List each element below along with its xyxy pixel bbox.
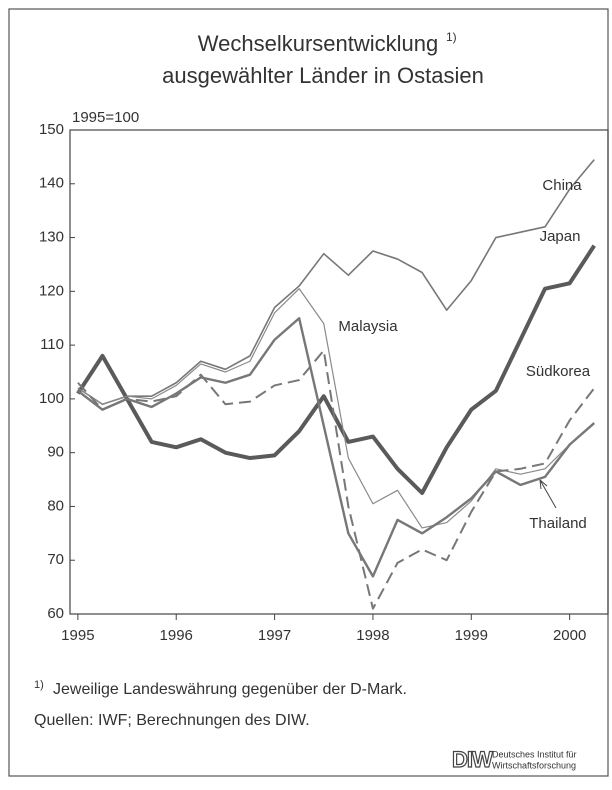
plot-frame [69, 129, 609, 615]
y-tick-label: 120 [39, 282, 64, 299]
series-label: China [542, 177, 582, 194]
y-tick-label: 130 [39, 229, 64, 246]
x-tick-label: 1996 [160, 627, 193, 644]
logo-text: Wirtschaftsforschung [492, 760, 576, 770]
x-tick-label: 1997 [258, 627, 291, 644]
series-label: Malaysia [338, 318, 398, 335]
x-tick-label: 2000 [553, 627, 586, 644]
label-pointer-head [539, 479, 548, 490]
source: Quellen: IWF; Berechnungen des DIW. [34, 712, 310, 729]
line-series [77, 317, 596, 578]
footnote-marker: 1) [34, 679, 44, 691]
y-tick-label: 140 [39, 175, 64, 192]
logo-mark: DIW [452, 747, 493, 772]
line-series [77, 159, 595, 406]
chart-title: ausgewählter Länder in Ostasien [162, 63, 484, 88]
x-tick-label: 1999 [455, 627, 488, 644]
line-series [77, 288, 595, 529]
line-series [76, 244, 596, 495]
y-tick-label: 80 [47, 497, 64, 514]
series-label: Japan [540, 228, 581, 245]
y-tick-label: 110 [40, 336, 64, 353]
y-tick-label: 90 [47, 444, 64, 461]
footnote: Jeweilige Landeswährung gegenüber der D-… [53, 681, 407, 698]
series-label: Südkorea [526, 363, 591, 380]
logo-text: Deutsches Institut für [492, 749, 577, 759]
label-pointer [539, 479, 557, 509]
y-tick-label: 70 [47, 551, 64, 568]
y-axis-label: 1995=100 [72, 109, 139, 126]
y-tick-label: 150 [39, 121, 64, 138]
x-tick-label: 1998 [356, 627, 389, 644]
y-tick-label: 100 [39, 390, 64, 407]
y-tick-label: 60 [47, 605, 64, 622]
title-note: 1) [446, 30, 457, 44]
chart-title: Wechselkursentwicklung [198, 31, 438, 56]
x-tick-label: 1995 [61, 627, 94, 644]
line-series [77, 349, 596, 610]
series-label: Thailand [529, 515, 587, 532]
